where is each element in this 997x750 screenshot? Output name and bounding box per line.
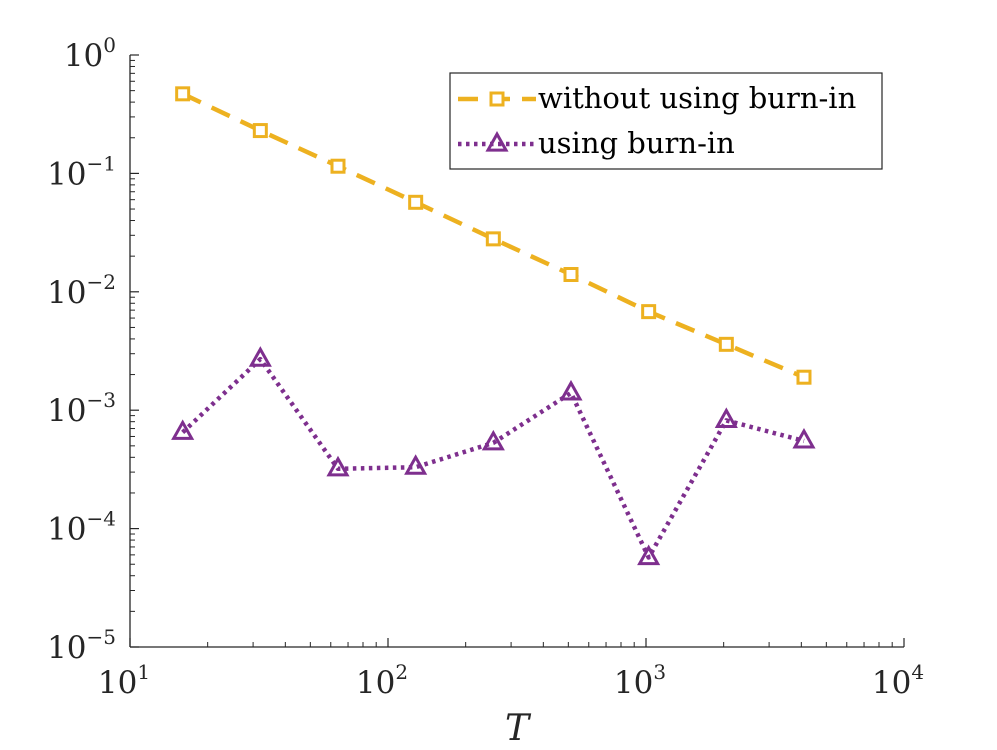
data-point <box>718 336 734 352</box>
data-point <box>792 427 816 449</box>
data-point-bg <box>409 196 422 209</box>
legend-item-1: without using burn-in <box>458 81 856 115</box>
legend-item-2: using burn-in <box>458 126 735 160</box>
y-tick-label: 100 <box>64 33 116 74</box>
data-point <box>796 369 812 385</box>
y-tick-label: 10−4 <box>47 507 116 548</box>
legend-label: without using burn-in <box>538 81 856 115</box>
data-point-bg <box>642 305 655 318</box>
data-point <box>481 429 505 451</box>
data-point <box>326 455 350 477</box>
data-point-bg <box>797 371 810 384</box>
x-tick-label: 101 <box>98 660 150 701</box>
data-point <box>252 123 268 139</box>
data-point-bg <box>176 87 189 100</box>
data-point <box>641 304 657 320</box>
data-point <box>637 544 661 566</box>
x-tick-label: 102 <box>356 660 408 701</box>
y-tick-label: 10−5 <box>47 625 116 666</box>
data-point <box>171 419 195 440</box>
series-2 <box>171 346 816 566</box>
x-axis-title: T <box>505 708 532 749</box>
data-point-bg <box>331 160 344 173</box>
data-point-bg <box>720 338 733 351</box>
series-line <box>181 91 805 380</box>
data-point <box>248 346 272 367</box>
legend-marker <box>489 91 505 107</box>
y-tick-label: 10−3 <box>47 388 116 429</box>
data-point <box>563 266 579 282</box>
series-layer <box>171 86 816 566</box>
data-point <box>408 194 424 210</box>
legend-box <box>449 72 883 170</box>
x-tick-label: 103 <box>614 660 666 701</box>
data-point-bg <box>487 232 500 245</box>
data-point <box>330 158 346 174</box>
data-point <box>559 379 583 401</box>
axes-layer: 101 102 103 104 100 10−1 10−2 10−3 10−4 10−5 <box>47 33 924 701</box>
x-tick-label: 104 <box>872 660 924 701</box>
data-point <box>714 407 738 428</box>
series-line <box>181 356 805 560</box>
data-point-bg <box>254 124 267 137</box>
data-point-bg <box>564 268 577 281</box>
data-point <box>175 86 191 102</box>
legend-marker <box>485 131 509 152</box>
legend-marker-bg <box>491 93 503 105</box>
data-point <box>485 231 501 247</box>
series-1 <box>175 86 812 385</box>
legend-label: using burn-in <box>538 126 735 160</box>
legend: without using burn-in using burn-in <box>449 72 883 170</box>
data-point <box>404 454 428 475</box>
y-tick-label: 10−1 <box>47 151 116 192</box>
y-tick-label: 10−2 <box>47 270 116 311</box>
